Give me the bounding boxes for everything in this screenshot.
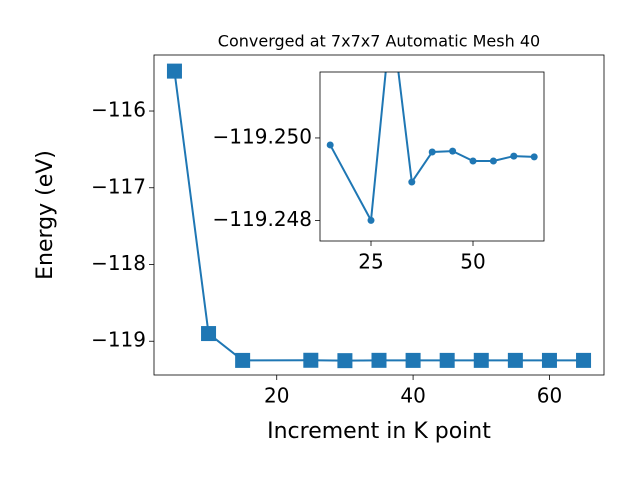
marker bbox=[489, 157, 497, 165]
axes-frame bbox=[319, 71, 545, 242]
marker bbox=[405, 352, 421, 368]
x-tick-label: 25 bbox=[358, 250, 383, 274]
marker bbox=[201, 326, 217, 342]
y-tick-label: −119.248 bbox=[213, 207, 312, 231]
x-tick-label: 60 bbox=[537, 384, 562, 408]
marker bbox=[337, 353, 353, 369]
marker bbox=[541, 352, 557, 368]
y-tick-label: −119.250 bbox=[213, 124, 312, 148]
marker bbox=[439, 352, 455, 368]
marker bbox=[371, 352, 387, 368]
marker bbox=[507, 352, 523, 368]
x-axis-label: Increment in K point bbox=[267, 419, 491, 444]
marker bbox=[303, 352, 319, 368]
x-tick-label: 40 bbox=[400, 384, 425, 408]
series-line bbox=[329, 72, 535, 224]
x-tick-label: 20 bbox=[264, 384, 289, 408]
x-tick-label: 50 bbox=[460, 250, 485, 274]
marker bbox=[449, 147, 457, 155]
marker bbox=[473, 352, 489, 368]
marker bbox=[388, 11, 395, 18]
chart-title: Converged at 7x7x7 Automatic Mesh 40 bbox=[218, 32, 540, 51]
plot-area bbox=[326, 11, 538, 224]
y-tick-label: −118 bbox=[91, 251, 146, 275]
marker bbox=[530, 153, 538, 161]
marker bbox=[576, 352, 592, 368]
y-tick-label: −116 bbox=[91, 98, 146, 122]
marker bbox=[469, 157, 477, 165]
plot-area bbox=[166, 63, 592, 369]
marker bbox=[510, 152, 518, 160]
axes-frame bbox=[153, 54, 605, 376]
marker bbox=[367, 216, 375, 224]
marker bbox=[326, 141, 334, 149]
marker bbox=[408, 178, 416, 186]
marker bbox=[235, 352, 251, 368]
marker bbox=[166, 63, 182, 79]
marker bbox=[428, 148, 436, 156]
inset-background bbox=[320, 72, 544, 241]
y-tick-label: −119 bbox=[91, 328, 146, 352]
y-tick-label: −117 bbox=[91, 174, 146, 198]
y-axis-label: Energy (eV) bbox=[33, 150, 58, 280]
